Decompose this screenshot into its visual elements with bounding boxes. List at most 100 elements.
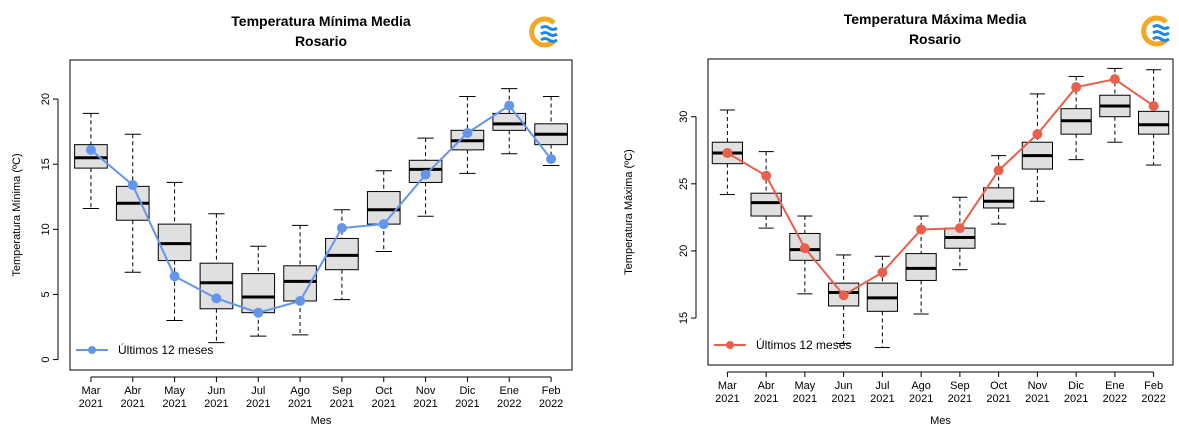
x-tick-label-month: Mar xyxy=(718,380,737,392)
x-tick-label-month: Feb xyxy=(542,385,561,397)
boxplot-ene xyxy=(492,88,527,155)
logo-arc xyxy=(1141,15,1168,47)
x-tick-label-year: 2022 xyxy=(539,398,563,410)
x-tick-label-year: 2022 xyxy=(497,398,521,410)
x-tick-label-month: Nov xyxy=(416,385,436,397)
x-tick-label-month: Jul xyxy=(251,385,265,397)
boxplot-jun xyxy=(199,213,234,344)
weather-logo-icon xyxy=(529,16,558,48)
series-point xyxy=(462,127,473,138)
y-axis-label: Temperatura Máxima (ºC) xyxy=(623,149,635,275)
x-tick-label-month: Abr xyxy=(758,380,775,392)
x-tick-label-month: May xyxy=(794,380,815,392)
chart-subtitle: Rosario xyxy=(295,33,347,49)
x-tick-label-month: Abr xyxy=(124,385,141,397)
x-tick-label-month: Jul xyxy=(875,380,889,392)
series-point xyxy=(1032,129,1043,140)
x-tick-label-month: Nov xyxy=(1028,380,1048,392)
logo-arc xyxy=(529,16,556,48)
y-tick-label: 15 xyxy=(678,312,690,324)
x-tick-label-month: Ene xyxy=(1105,380,1125,392)
x-axis-label: Mes xyxy=(930,415,951,427)
x-tick-label-month: Dic xyxy=(1068,380,1084,392)
boxplot-sep xyxy=(325,209,359,301)
x-tick-label-year: 2021 xyxy=(204,398,228,410)
boxplot-jul xyxy=(241,245,276,337)
x-tick-label-year: 2021 xyxy=(948,393,972,405)
x-tick-label-year: 2021 xyxy=(754,393,778,405)
series-point xyxy=(722,147,733,158)
y-axis-label: Temperatura Mínima (ºC) xyxy=(11,153,23,276)
series-point xyxy=(253,307,264,318)
box-iqr xyxy=(283,265,317,302)
series-point xyxy=(336,223,347,234)
series-point xyxy=(211,293,222,304)
series-point xyxy=(916,224,927,235)
x-tick-label-year: 2021 xyxy=(330,398,354,410)
x-tick-label-year: 2021 xyxy=(870,393,894,405)
box-iqr xyxy=(492,112,527,131)
x-tick-label-year: 2021 xyxy=(715,393,739,405)
x-tick-label-month: Sep xyxy=(950,380,970,392)
x-tick-label-year: 2021 xyxy=(372,398,396,410)
series-point xyxy=(1071,82,1082,93)
logo-wave xyxy=(1152,24,1170,30)
series-point xyxy=(799,243,810,254)
y-tick-label: 30 xyxy=(678,111,690,123)
boxplot-oct xyxy=(366,170,401,252)
series-point xyxy=(169,271,180,282)
box-iqr xyxy=(983,187,1015,209)
series-point xyxy=(877,267,888,278)
y-tick-label: 25 xyxy=(678,178,690,190)
x-tick-label-year: 2021 xyxy=(413,398,437,410)
chart-panel-maximum: Temperatura Máxima Media Rosario 15 20 25 30 T… xyxy=(590,0,1179,428)
x-tick-label-month: Ago xyxy=(911,380,931,392)
chart-title: Temperatura Máxima Media xyxy=(844,11,1027,27)
series-point xyxy=(295,295,306,306)
series-point xyxy=(993,165,1004,176)
chart-subtitle: Rosario xyxy=(909,31,961,47)
x-tick-label-month: May xyxy=(164,385,185,397)
logo-wave xyxy=(540,37,558,43)
x-tick-label-month: Ene xyxy=(499,385,519,397)
y-tick-label: 20 xyxy=(40,93,52,105)
weather-logo-icon xyxy=(1141,15,1170,47)
box-iqr xyxy=(1138,110,1170,135)
x-tick-label-month: Jun xyxy=(835,380,853,392)
x-tick-label-year: 2021 xyxy=(121,398,145,410)
legend-label: Últimos 12 meses xyxy=(118,342,213,357)
x-tick-label-year: 2021 xyxy=(162,398,186,410)
logo-wave xyxy=(540,31,558,37)
x-tick-label-year: 2021 xyxy=(831,393,855,405)
series-point xyxy=(1148,100,1159,111)
chart-minimum: Temperatura Mínima Media Rosario 0 5 10 15 20 T… xyxy=(11,13,573,427)
x-tick-label-year: 2022 xyxy=(1103,393,1127,405)
boxplot-sep xyxy=(944,196,976,271)
boxplot-abr xyxy=(115,133,150,273)
x-tick-label-year: 2021 xyxy=(1025,393,1049,405)
chart-title: Temperatura Mínima Media xyxy=(231,13,411,29)
boxplot-nov xyxy=(1021,93,1053,202)
plot-frame xyxy=(707,58,1174,366)
boxplot-ago xyxy=(905,215,937,315)
x-tick-label-year: 2021 xyxy=(455,398,479,410)
legend-label: Últimos 12 meses xyxy=(756,337,851,352)
y-tick-label: 15 xyxy=(40,158,52,170)
x-tick-label-year: 2021 xyxy=(288,398,312,410)
x-tick-label-year: 2021 xyxy=(909,393,933,405)
x-axis-label: Mes xyxy=(311,415,332,427)
series-line xyxy=(90,104,552,314)
boxplot-oct xyxy=(983,155,1015,225)
series-point xyxy=(378,219,389,230)
x-tick-label-month: Sep xyxy=(332,385,352,397)
x-tick-label-year: 2021 xyxy=(793,393,817,405)
boxplot-feb xyxy=(534,95,568,167)
chart-panel-minimum: Temperatura Mínima Media Rosario 0 5 10 15 20 T… xyxy=(11,13,573,427)
series-point xyxy=(85,144,96,155)
y-tick-label: 0 xyxy=(40,357,52,363)
y-tick-label: 5 xyxy=(40,291,52,297)
boxplot-dic xyxy=(1060,75,1092,161)
legend-marker xyxy=(726,341,734,349)
x-tick-label-month: Oct xyxy=(375,385,392,397)
series-line xyxy=(726,78,1155,297)
